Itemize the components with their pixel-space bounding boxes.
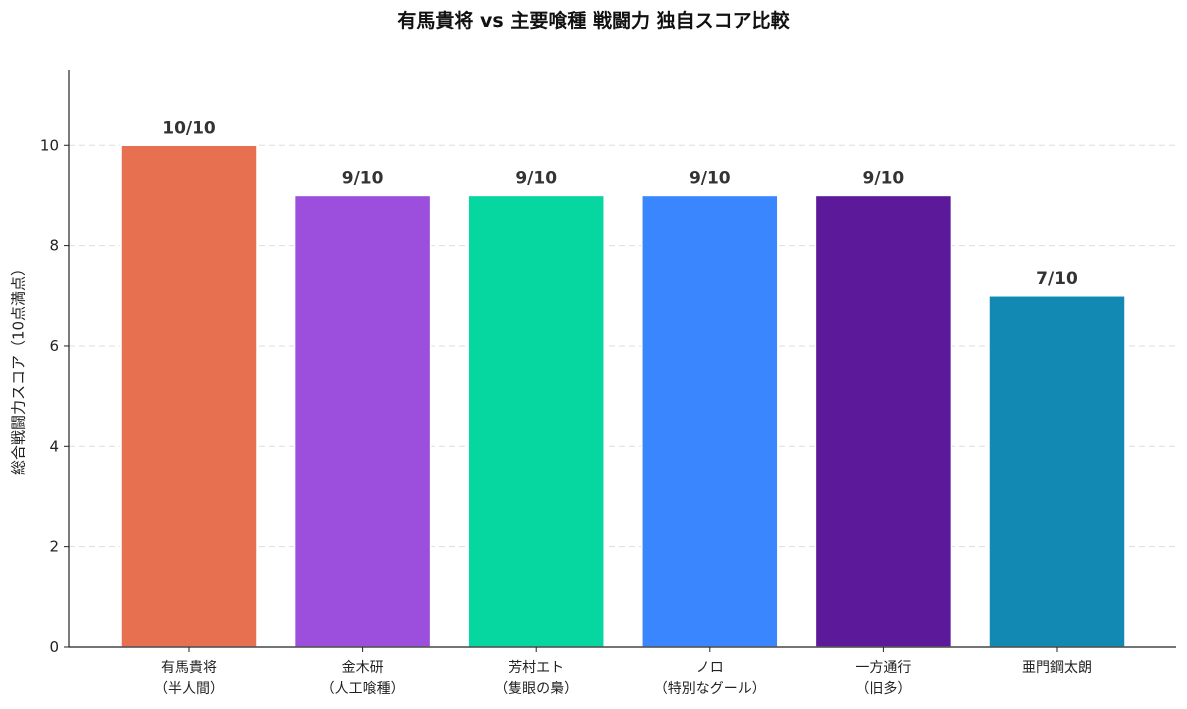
y-tick-label: 6 (49, 337, 59, 355)
data-label: 9/10 (515, 168, 557, 188)
y-tick-label: 2 (49, 538, 59, 556)
data-label: 10/10 (162, 118, 216, 138)
data-label: 9/10 (863, 168, 905, 188)
y-tick-label: 10 (40, 136, 59, 154)
y-tick-label: 4 (49, 437, 59, 455)
data-label: 9/10 (689, 168, 731, 188)
data-label: 9/10 (342, 168, 384, 188)
x-tick-label: 有馬貴将（半人間） (154, 660, 224, 697)
data-labels: 10/10 9/10 9/10 9/10 9/10 7/10 (162, 118, 1078, 289)
bar (293, 194, 432, 648)
x-tick-label: 一方通行（旧多） (855, 660, 911, 697)
bars (120, 144, 1126, 648)
chart-title: 有馬貴将 vs 主要喰種 戦闘力 独自スコア比較 (397, 10, 790, 32)
x-tick-label: 亜門鋼太朗 (1022, 660, 1092, 676)
bar (641, 194, 779, 648)
x-tick-label: 金木研（人工喰種） (321, 660, 405, 697)
y-tick-label: 0 (49, 638, 59, 656)
bar (467, 194, 605, 648)
bar (120, 144, 258, 648)
bar (814, 194, 953, 648)
x-tick-label: 芳村エト（隻眼の梟） (494, 659, 578, 697)
bar (988, 295, 1126, 648)
x-tick-label: ノロ（特別なグール） (654, 660, 766, 697)
axes: 0 2 4 6 8 10 有馬貴将（半人間） 金木研（人工喰種） 芳村エト（隻眼の梟） ノロ（特別… (40, 70, 1176, 697)
data-label: 7/10 (1036, 269, 1078, 289)
y-tick-label: 8 (49, 237, 59, 255)
